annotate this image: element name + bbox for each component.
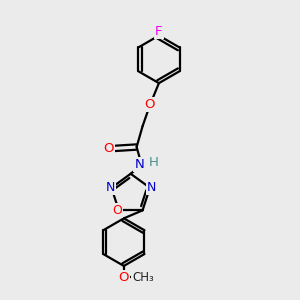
Text: H: H xyxy=(149,156,159,169)
Text: N: N xyxy=(147,181,156,194)
Text: O: O xyxy=(145,98,155,111)
Text: O: O xyxy=(118,271,129,284)
Text: N: N xyxy=(134,158,144,171)
Text: O: O xyxy=(112,204,122,218)
Text: CH₃: CH₃ xyxy=(132,271,154,284)
Text: F: F xyxy=(155,25,163,38)
Text: O: O xyxy=(103,142,114,155)
Text: N: N xyxy=(105,181,115,194)
